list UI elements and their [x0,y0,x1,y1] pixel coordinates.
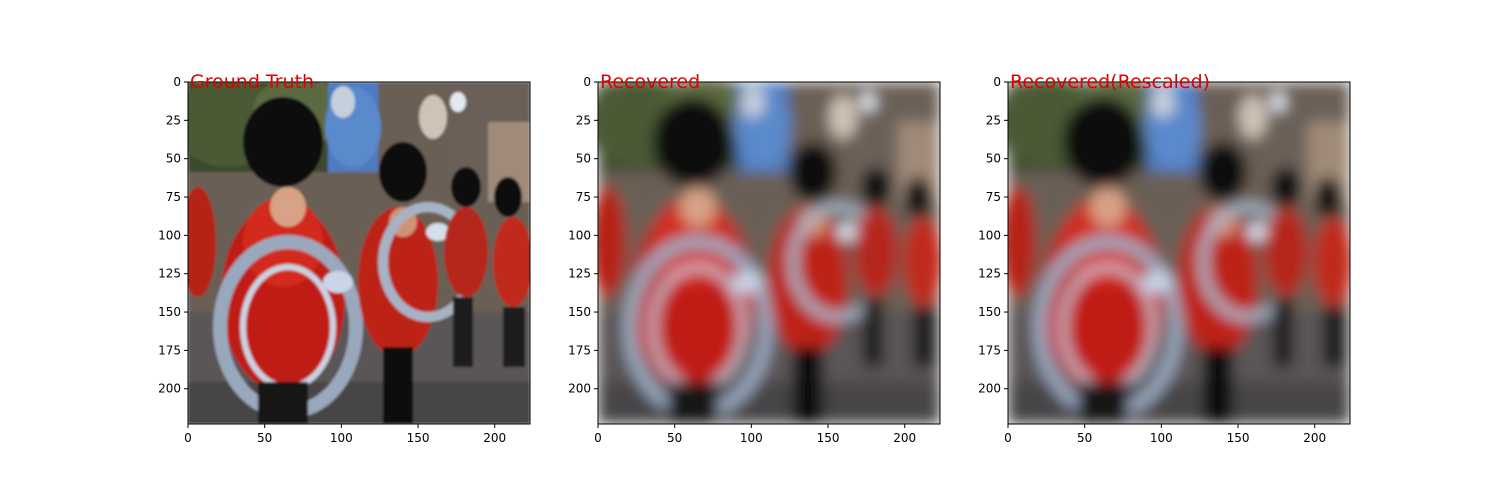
panel-title: Ground Truth [190,71,314,93]
image-recovered [583,77,943,424]
panel-recovered-rescaled: 0 50 100 150 200 0 25 50 75 100 125 150 175 200 Recov… [978,71,1353,445]
y-tick-label: 75 [166,190,181,204]
y-tick-label: 200 [568,382,591,396]
axes-frame [187,81,531,425]
y-tick-label: 50 [166,152,181,166]
x-tick-label: 100 [1150,431,1173,445]
panel-recovered: 0 50 100 150 200 0 25 50 75 100 125 150 175 200 Recov… [568,71,943,445]
y-tick-label: 25 [166,113,181,127]
x-tick-label: 0 [1004,431,1012,445]
x-tick-label: 50 [667,431,682,445]
x-tick-label: 150 [817,431,840,445]
x-tick-label: 100 [740,431,763,445]
image-recovered-rescaled [993,77,1353,424]
x-tick-label: 150 [1227,431,1250,445]
x-tick-label: 50 [1077,431,1092,445]
x-tick-label: 100 [330,431,353,445]
panel-title: Recovered(Rescaled) [1010,71,1210,93]
y-tick-label: 150 [568,305,591,319]
y-tick-label: 75 [986,190,1001,204]
y-tick-label: 175 [568,343,591,357]
x-tick-label: 200 [1303,431,1326,445]
x-tick-label: 150 [407,431,430,445]
y-tick-label: 175 [978,343,1001,357]
y-tick-label: 100 [978,228,1001,242]
axes-frame [1007,81,1351,425]
y-tick-label: 0 [993,75,1001,89]
y-tick-label: 0 [583,75,591,89]
x-tick-label: 200 [483,431,506,445]
y-tick-label: 100 [568,228,591,242]
y-tick-label: 150 [978,305,1001,319]
y-tick-label: 25 [576,113,591,127]
y-tick-label: 75 [576,190,591,204]
y-tick-label: 100 [158,228,181,242]
y-tick-label: 150 [158,305,181,319]
panel-ground-truth: 0 50 100 150 200 0 25 50 75 100 125 150 175 200 Groun… [158,71,533,445]
x-tick-label: 200 [893,431,916,445]
y-tick-label: 175 [158,343,181,357]
y-tick-label: 125 [978,267,1001,281]
x-tick-label: 0 [594,431,602,445]
y-tick-label: 125 [568,267,591,281]
y-tick-label: 0 [173,75,181,89]
x-tick-label: 50 [257,431,272,445]
y-tick-label: 50 [576,152,591,166]
image-ground-truth [173,77,533,424]
y-tick-label: 200 [978,382,1001,396]
y-tick-label: 50 [986,152,1001,166]
x-tick-label: 0 [184,431,192,445]
y-tick-label: 125 [158,267,181,281]
axes-frame [597,81,941,425]
y-tick-label: 200 [158,382,181,396]
panel-title: Recovered [600,71,700,93]
y-tick-label: 25 [986,113,1001,127]
